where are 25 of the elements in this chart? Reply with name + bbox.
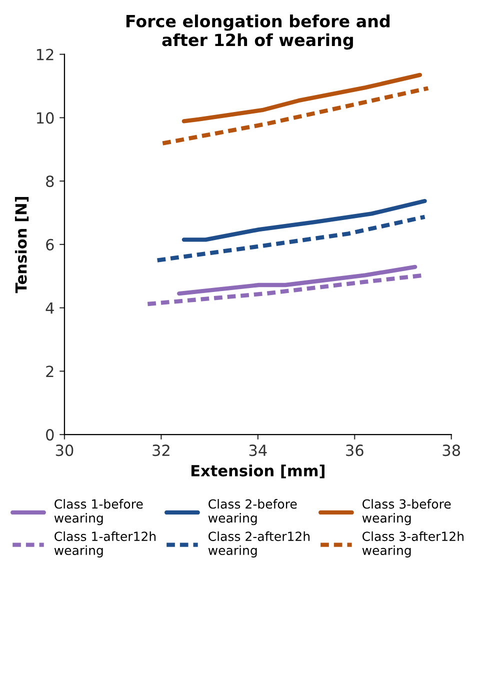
x-tick-label: 38 <box>442 444 460 456</box>
y-tick-label: 6 <box>46 238 54 250</box>
y-tick-label: 10 <box>36 112 54 124</box>
legend-label: Class 2-before wearing <box>208 499 297 526</box>
line-series <box>182 72 422 124</box>
x-tick-label: 34 <box>249 444 267 456</box>
x-tick-label: 30 <box>56 444 74 456</box>
legend-label: Class 1-before wearing <box>54 499 143 526</box>
line-series <box>155 214 427 262</box>
legend-label: Class 1-after12h wearing <box>54 531 156 558</box>
y-tick-label: 8 <box>46 176 54 188</box>
legend-label: Class 3-after12h wearing <box>362 531 464 558</box>
y-tick-label: 2 <box>46 366 54 377</box>
x-tick-label: 36 <box>346 444 364 456</box>
y-tick-label: 4 <box>46 302 54 314</box>
legend-label: Class 2-after12h wearing <box>208 531 310 558</box>
x-axis-title: Extension [mm] <box>191 464 324 478</box>
legend-label: Class 3-before wearing <box>362 499 451 526</box>
y-tick-label: 0 <box>46 429 54 441</box>
line-series <box>177 264 418 296</box>
x-tick-label: 32 <box>152 444 170 456</box>
y-tick-label: 12 <box>36 48 54 60</box>
chart-title: Force elongation before and after 12h of wearing <box>126 14 390 50</box>
y-axis-title: Tension [N] <box>14 197 29 294</box>
line-series <box>182 198 427 242</box>
